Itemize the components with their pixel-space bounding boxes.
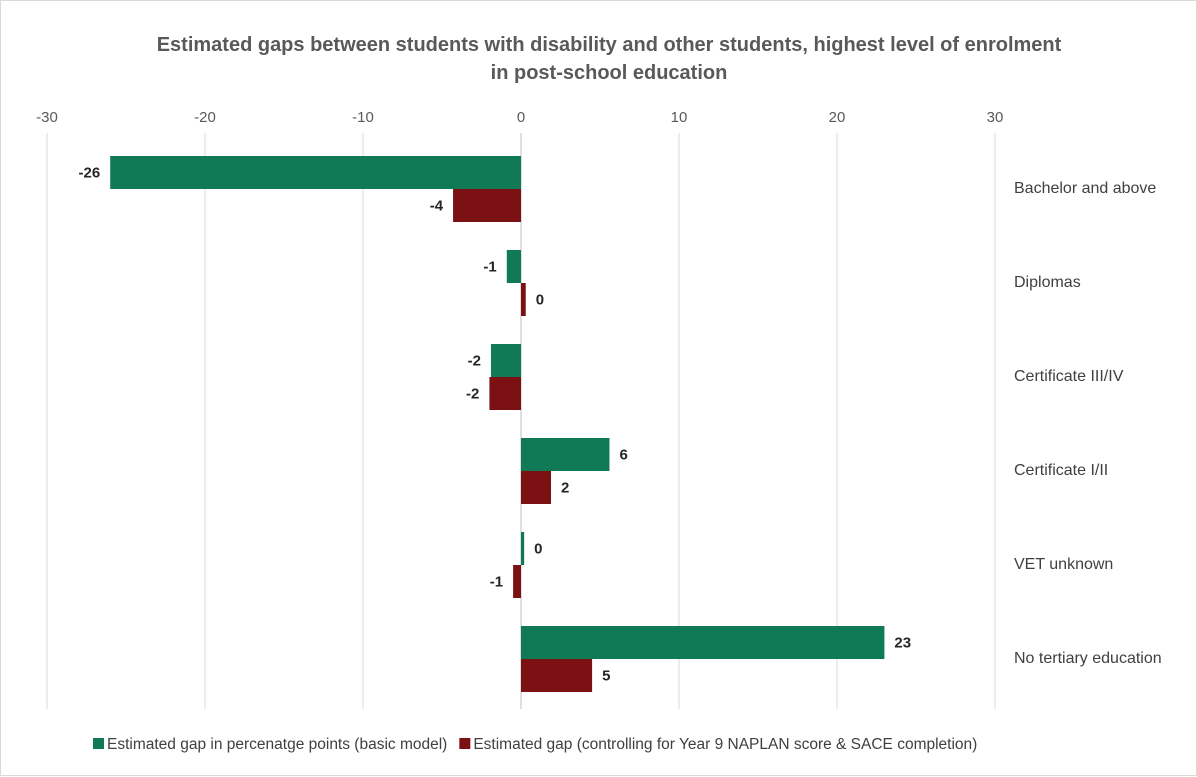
category-label: Certificate I/II	[1014, 462, 1108, 479]
data-label: -4	[430, 198, 444, 215]
bar-series-2	[453, 189, 521, 222]
legend-label-series-2: Estimated gap (controlling for Year 9 NA…	[473, 736, 977, 753]
x-tick-label: -20	[194, 109, 216, 126]
bar-series-1	[521, 532, 525, 565]
data-label: -1	[490, 574, 503, 591]
category-label: Bachelor and above	[1014, 180, 1156, 197]
bar-series-1	[110, 156, 521, 189]
data-label: 5	[602, 668, 610, 685]
bar-series-2	[521, 283, 526, 316]
bar-series-1	[521, 438, 610, 471]
bar-series-2	[521, 659, 593, 692]
data-label: 2	[561, 480, 569, 497]
bar-series-2	[489, 377, 521, 410]
data-label: 23	[894, 635, 911, 652]
bar-series-1	[521, 626, 885, 659]
legend-swatch-series-1	[93, 738, 104, 749]
bar-series-1	[490, 344, 521, 377]
category-label: No tertiary education	[1014, 650, 1162, 667]
bar-series-1	[506, 250, 521, 283]
bar-series-2	[521, 471, 552, 504]
data-label: -26	[79, 165, 101, 182]
x-tick-label: -10	[352, 109, 374, 126]
category-label: Certificate III/IV	[1014, 368, 1124, 385]
bar-series-2	[513, 565, 521, 598]
data-label: -1	[483, 259, 496, 276]
category-label: VET unknown	[1014, 556, 1113, 573]
chart-title-line-1: Estimated gaps between students with dis…	[157, 34, 1062, 56]
x-tick-label: -30	[36, 109, 58, 126]
legend-swatch-series-2	[459, 738, 471, 749]
x-tick-label: 20	[829, 109, 846, 126]
x-tick-label: 0	[517, 109, 525, 126]
legend-label-series-1: Estimated gap in percenatge points (basi…	[107, 736, 447, 753]
data-label: 0	[536, 292, 544, 309]
category-label: Diplomas	[1014, 274, 1081, 291]
data-label: -2	[466, 386, 479, 403]
data-label: 0	[534, 541, 542, 558]
data-label: 6	[619, 447, 627, 464]
data-label: -2	[468, 353, 481, 370]
chart-title-line-2: in post-school education	[491, 62, 728, 84]
x-tick-label: 30	[987, 109, 1004, 126]
x-tick-label: 10	[671, 109, 688, 126]
